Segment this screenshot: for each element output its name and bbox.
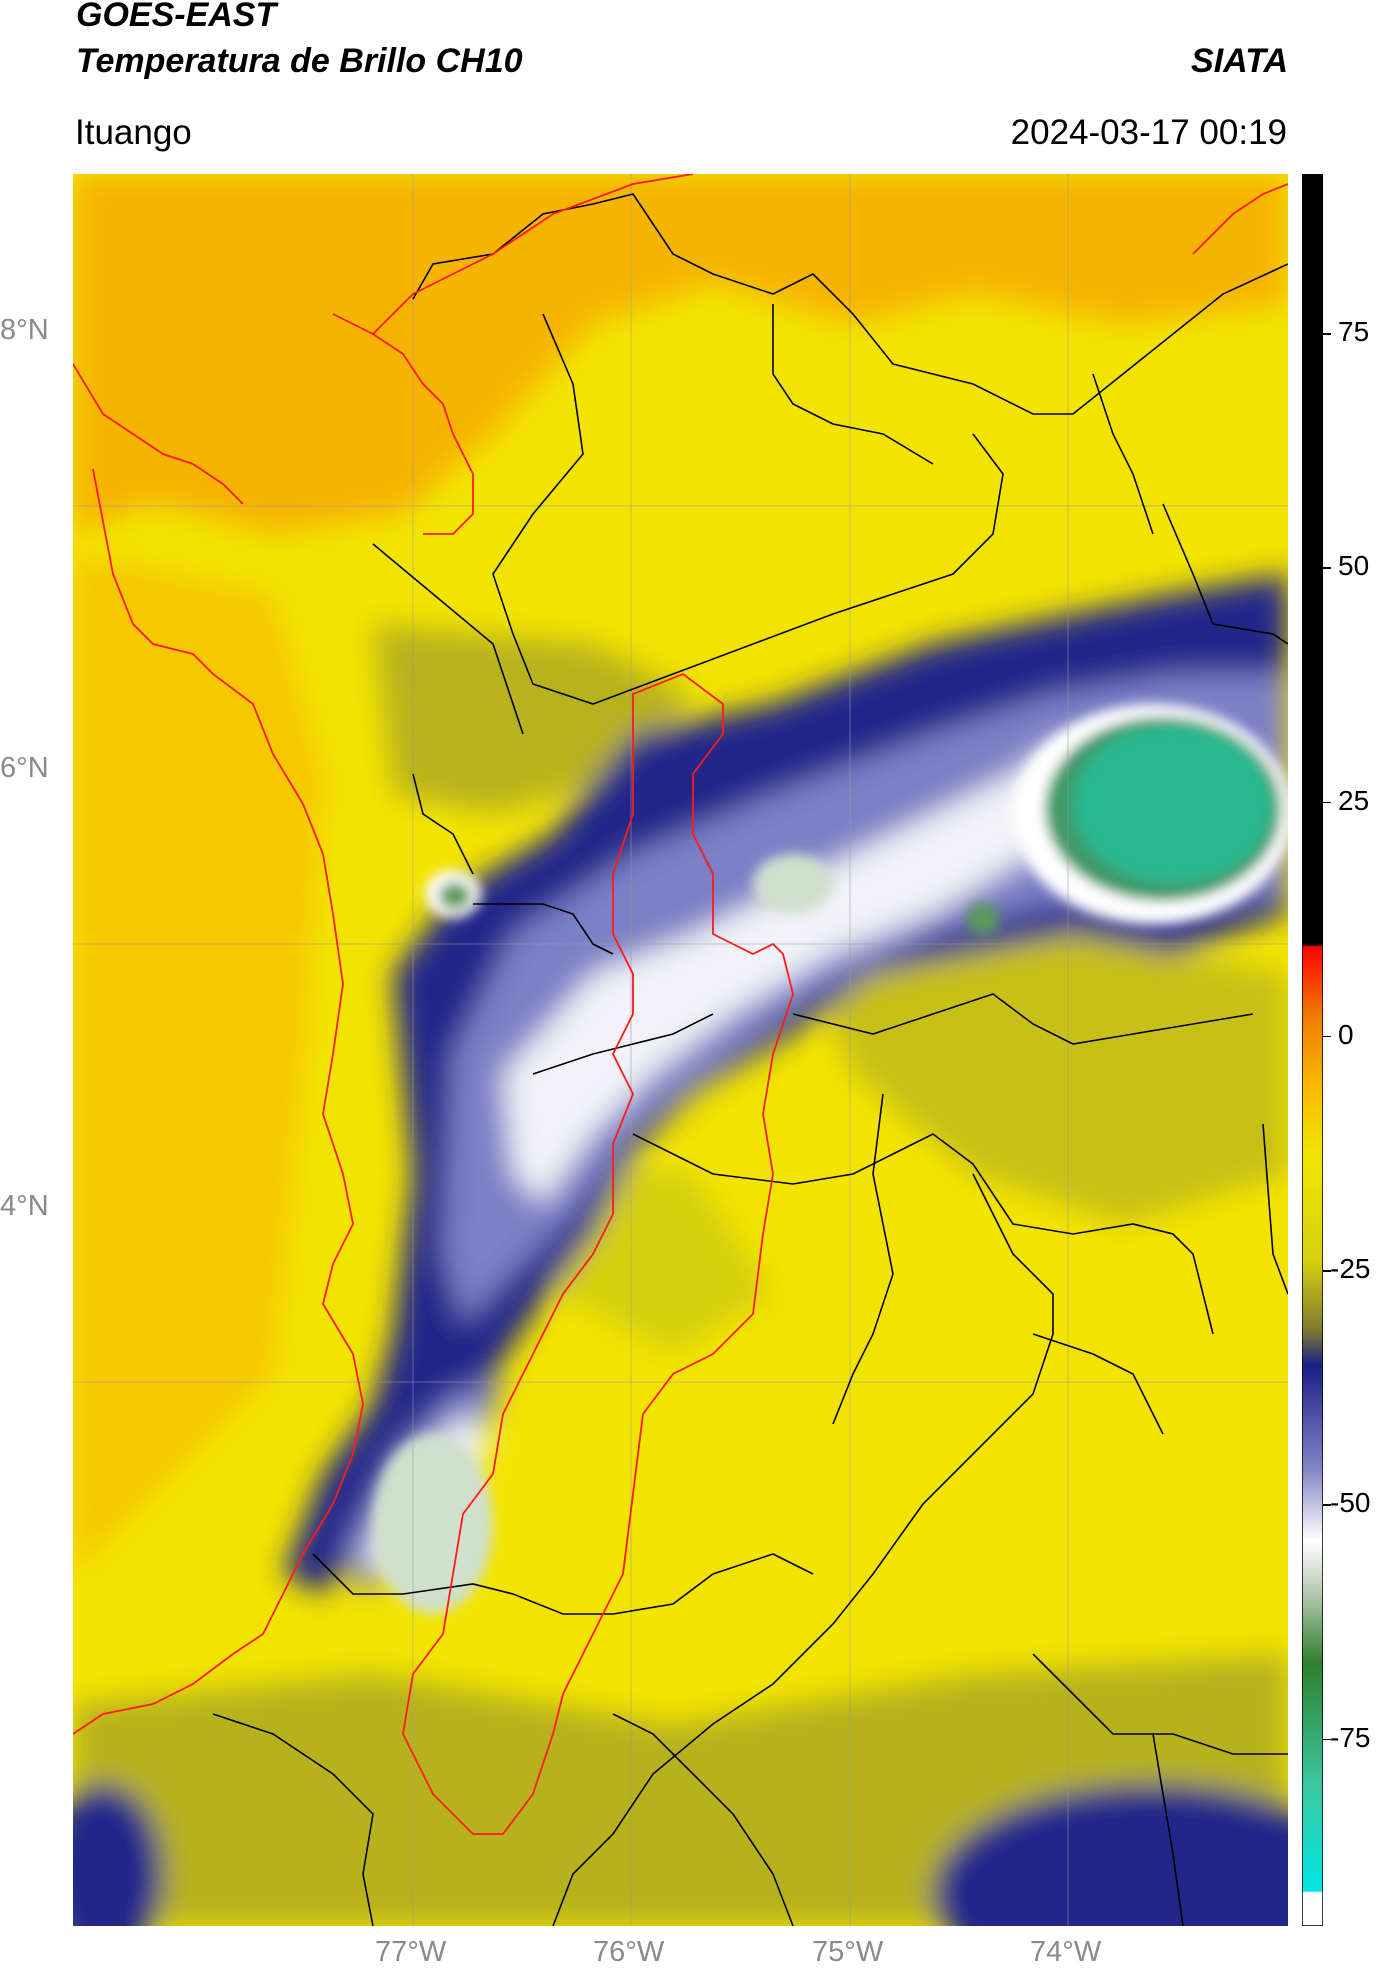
colorbar-tick-label: -50 [1330, 1487, 1371, 1519]
lon-tick-77w: 77°W [375, 1936, 447, 1968]
agency-label: SIATA [1191, 42, 1288, 80]
temperature-colorbar [1301, 173, 1324, 1927]
satellite-map[interactable] [43, 173, 1373, 1981]
colorbar-tick-label: 0 [1338, 1018, 1354, 1050]
lat-tick-6n: 6°N [0, 752, 49, 784]
colorbar-tick-mark [1323, 1270, 1331, 1272]
lon-tick-75w: 75°W [812, 1936, 884, 1968]
location-label: Ituango [75, 113, 192, 152]
coastline [72, 173, 1289, 1835]
timestamp-label: 2024-03-17 00:19 [1010, 113, 1287, 152]
colorbar-tick-mark [1323, 1738, 1331, 1741]
lon-tick-74w: 74°W [1030, 1936, 1102, 1968]
colorbar-tick-label: 25 [1338, 784, 1370, 816]
colorbar-tick-mark [1323, 333, 1331, 335]
colorbar-gradient [1301, 173, 1324, 1927]
colorbar-tick-mark [1323, 567, 1331, 569]
map-canvas [43, 173, 1373, 1981]
satellite-title: GOES-EAST [76, 0, 277, 34]
lon-tick-76w: 76°W [593, 1936, 665, 1968]
colorbar-tick-label: -75 [1330, 1721, 1371, 1753]
colorbar-tick-mark [1323, 1504, 1331, 1506]
product-title: Temperatura de Brillo CH10 [76, 42, 523, 80]
colorbar-tick-mark [1323, 801, 1331, 804]
colorbar-tick-label: 75 [1338, 316, 1370, 348]
map-gridlines [73, 174, 1288, 1926]
coldest-cloud-tops [373, 704, 1293, 1614]
admin-borders [212, 193, 1289, 1927]
lat-tick-4n: 4°N [0, 1190, 49, 1222]
lat-tick-8n: 8°N [0, 314, 49, 346]
colorbar-tick-label: -25 [1330, 1253, 1371, 1285]
colorbar-tick-mark [1323, 1035, 1331, 1038]
colorbar-tick-label: 50 [1338, 550, 1370, 582]
